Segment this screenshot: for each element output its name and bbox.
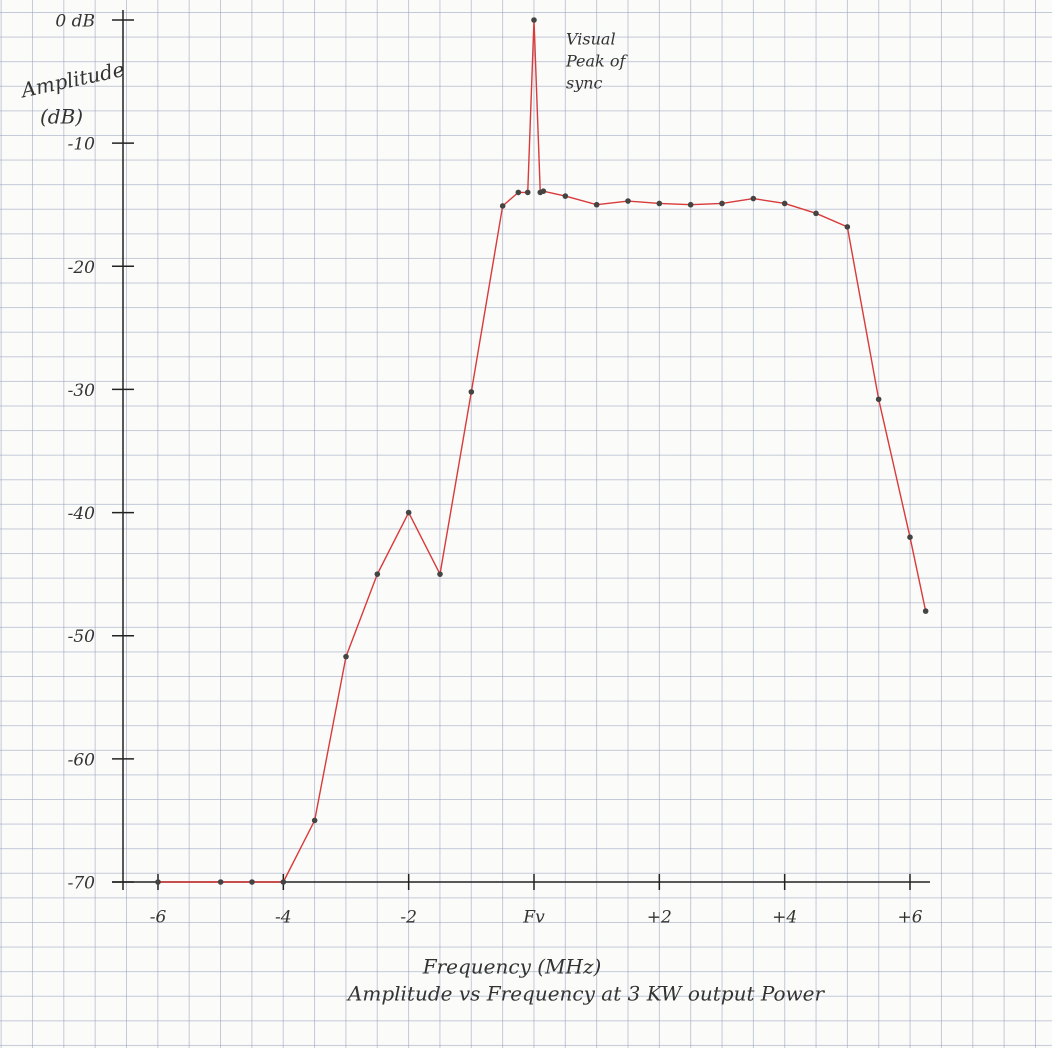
x-tick-label: -2	[400, 908, 417, 928]
x-tick-label: +4	[772, 908, 797, 928]
y-tick-label: -20	[68, 258, 96, 278]
data-point	[719, 200, 725, 207]
x-tick-label: +2	[647, 908, 672, 928]
y-tick-label: -40	[68, 504, 96, 524]
data-point	[907, 534, 913, 540]
data-point	[311, 817, 318, 824]
data-point	[813, 210, 819, 217]
data-line	[158, 19, 927, 883]
x-axis-label: Frequency (MHz)	[422, 955, 602, 979]
data-point	[922, 608, 929, 614]
data-point	[468, 389, 475, 395]
y-tick-label: -60	[68, 750, 96, 770]
data-point	[625, 198, 631, 204]
data-point	[499, 203, 506, 209]
data-point	[437, 571, 443, 577]
y-axis-label: Amplitude	[17, 57, 126, 103]
data-point	[531, 17, 537, 23]
chart-title: Amplitude vs Frequency at 3 KW output Po…	[346, 982, 826, 1006]
data-point	[540, 188, 547, 194]
data-point	[750, 195, 757, 202]
data-point	[217, 879, 224, 885]
data-point	[875, 396, 882, 403]
y-axis-label: (dB)	[40, 105, 83, 129]
data-point	[249, 879, 255, 885]
data-point	[844, 224, 851, 230]
data-point	[155, 879, 161, 885]
data-point	[280, 879, 287, 885]
data-point	[593, 201, 600, 208]
x-tick-label: -4	[275, 908, 292, 928]
data-point	[405, 509, 412, 516]
data-point	[515, 189, 522, 196]
data-point	[687, 201, 694, 208]
y-tick-label: 0 dB	[55, 12, 95, 32]
data-point	[343, 653, 349, 660]
data-point	[562, 193, 569, 199]
x-tick-label: -6	[150, 908, 167, 928]
data-point	[524, 189, 531, 196]
y-tick-label: -10	[68, 135, 96, 155]
y-tick-label: -50	[68, 627, 96, 647]
x-tick-label: Fv	[522, 908, 545, 928]
annotation: sync	[566, 74, 603, 93]
x-tick-label: +6	[897, 908, 922, 928]
y-tick-label: -70	[68, 874, 96, 894]
y-tick-label: -30	[68, 381, 96, 401]
data-point	[374, 571, 381, 577]
annotation: Peak of	[565, 52, 628, 71]
data-point	[781, 200, 788, 207]
annotation: Visual	[566, 30, 616, 49]
data-point	[656, 200, 663, 207]
